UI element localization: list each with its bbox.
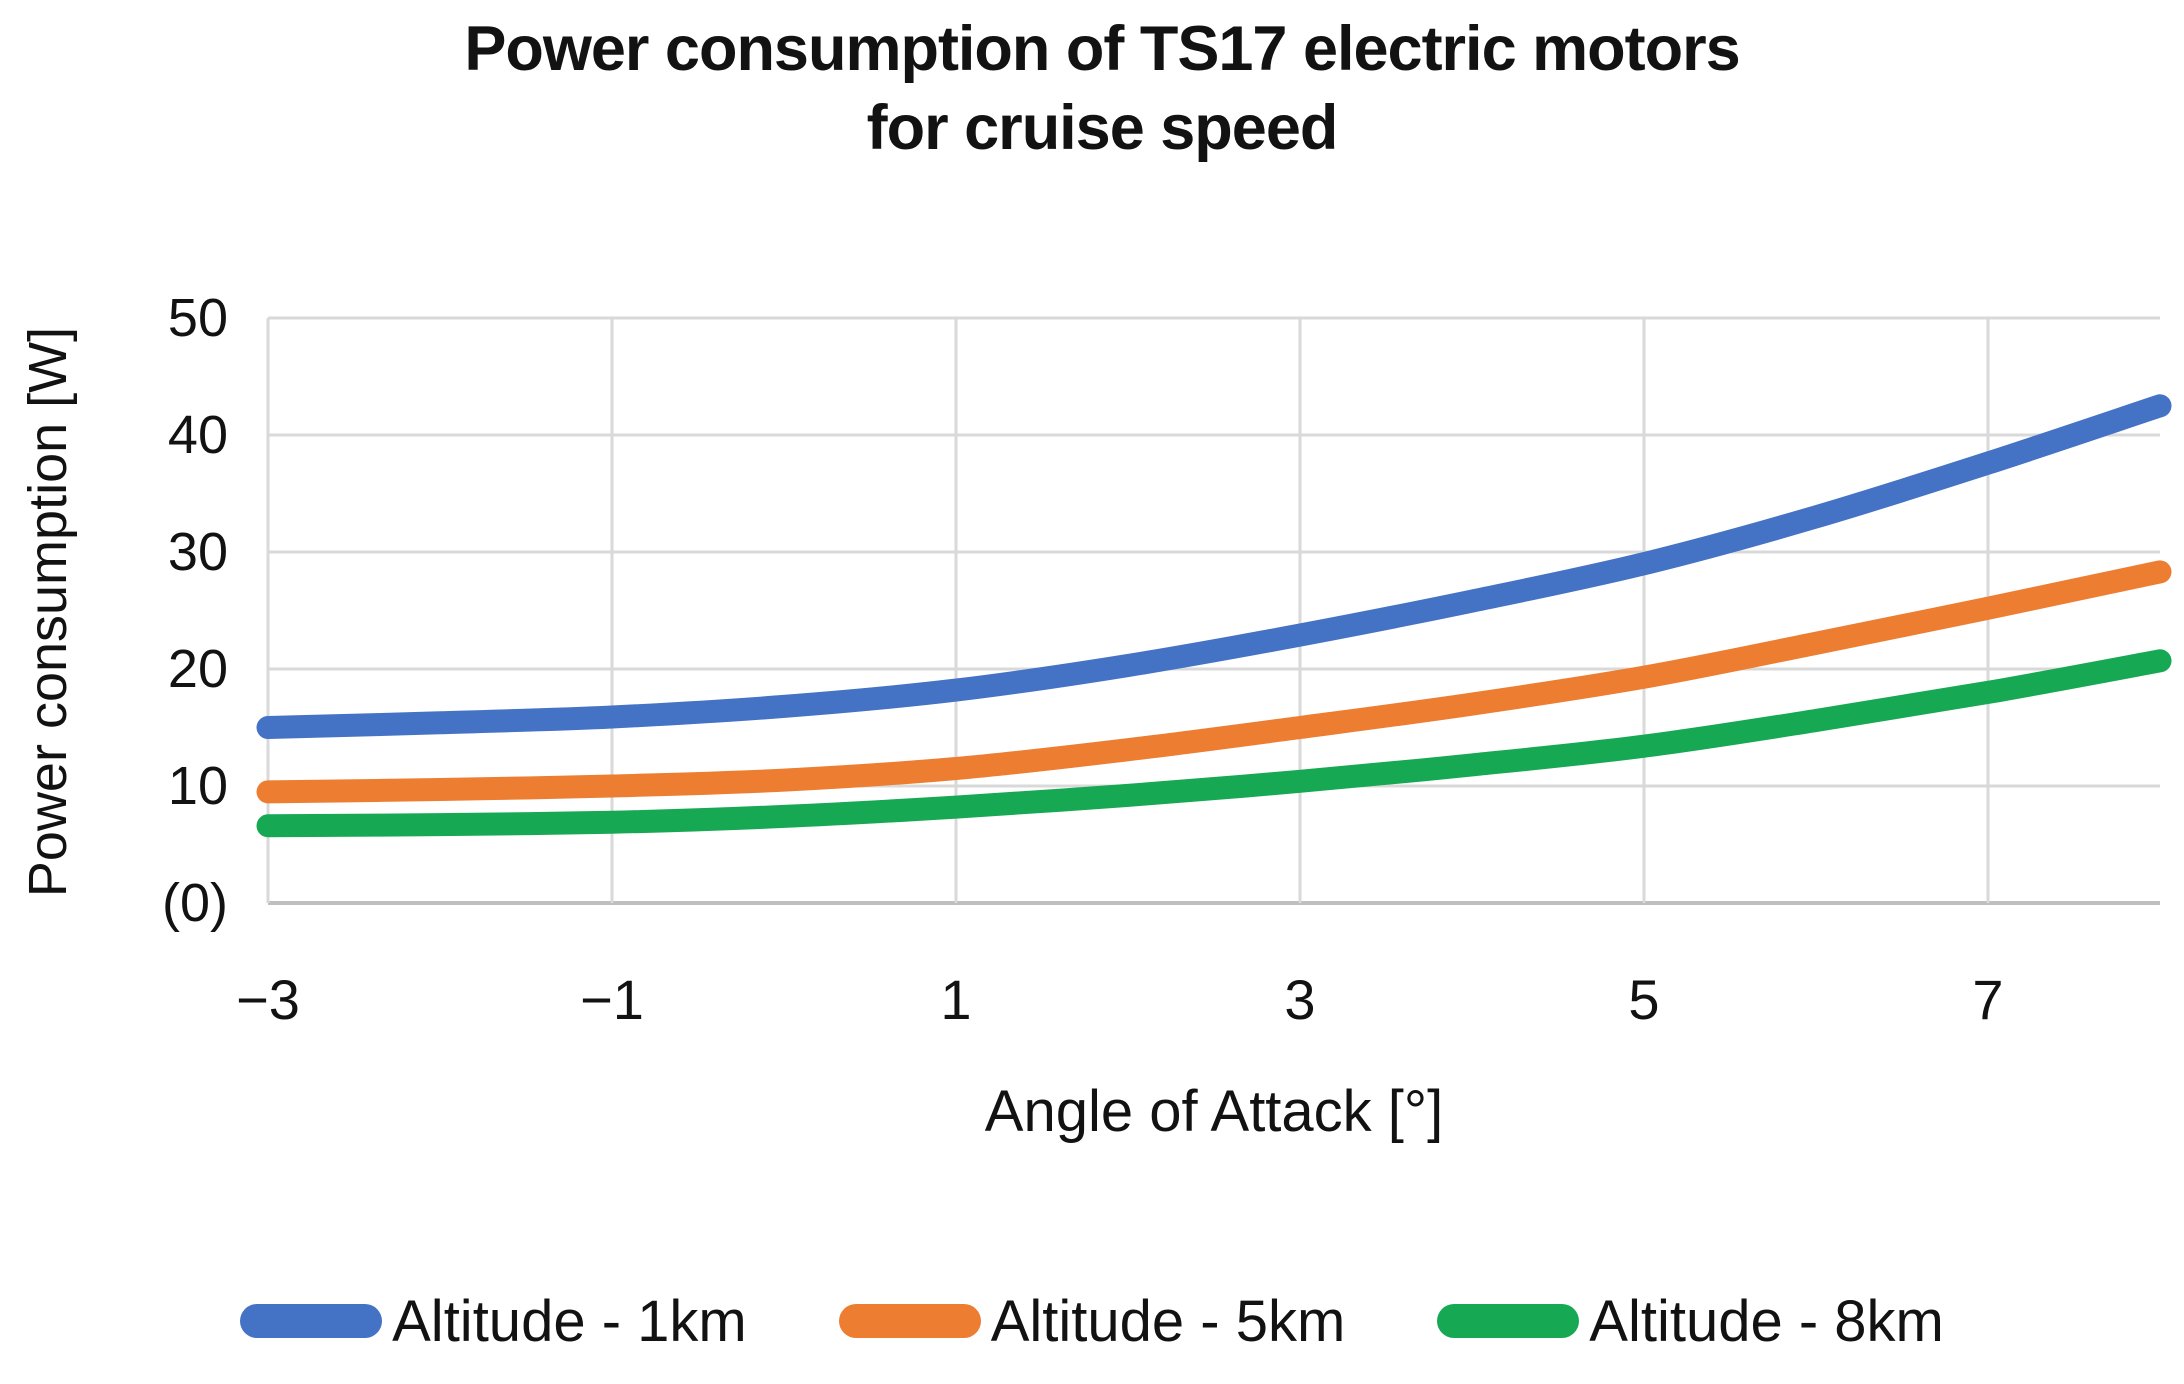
legend-label: Altitude - 5km <box>990 1288 1346 1354</box>
legend-item: Altitude - 8km <box>1437 1288 1944 1355</box>
y-tick-label: 50 <box>167 288 228 348</box>
legend-label: Altitude - 8km <box>1589 1288 1944 1354</box>
x-tick-label: 7 <box>1972 968 2004 1031</box>
x-tick-label: −1 <box>580 968 644 1031</box>
legend-label: Altitude - 1km <box>392 1288 747 1354</box>
legend-swatch-icon <box>240 1304 383 1338</box>
x-tick-label: 3 <box>1284 968 1316 1031</box>
y-tick-label: 10 <box>167 756 228 816</box>
chart-title: Power consumption of TS17 electric motor… <box>60 10 2144 168</box>
series-line-altitude-8km <box>256 649 2172 838</box>
y-tick-label: 40 <box>167 405 228 465</box>
chart-title-line1: Power consumption of TS17 electric motor… <box>464 14 1740 84</box>
y-tick-label: (0) <box>162 873 228 933</box>
x-tick-label: −3 <box>236 968 300 1031</box>
x-axis-title: Angle of Attack [°] <box>984 1079 1444 1144</box>
legend-item: Altitude - 1km <box>240 1288 747 1355</box>
x-tick-label: 1 <box>940 968 972 1031</box>
legend-swatch-icon <box>838 1304 981 1338</box>
legend-swatch-icon <box>1437 1304 1580 1338</box>
x-tick-label: 5 <box>1628 968 1660 1031</box>
y-tick-label: 20 <box>167 639 228 699</box>
chart-title-line2: for cruise speed <box>866 92 1339 163</box>
legend-item: Altitude - 5km <box>838 1288 1346 1355</box>
legend: Altitude - 1km Altitude - 5km Altitude - 8… <box>0 1276 2184 1366</box>
series-line-altitude-5km <box>256 560 2172 804</box>
series-line-altitude-1km <box>256 394 2172 739</box>
y-tick-label: 30 <box>167 522 228 582</box>
